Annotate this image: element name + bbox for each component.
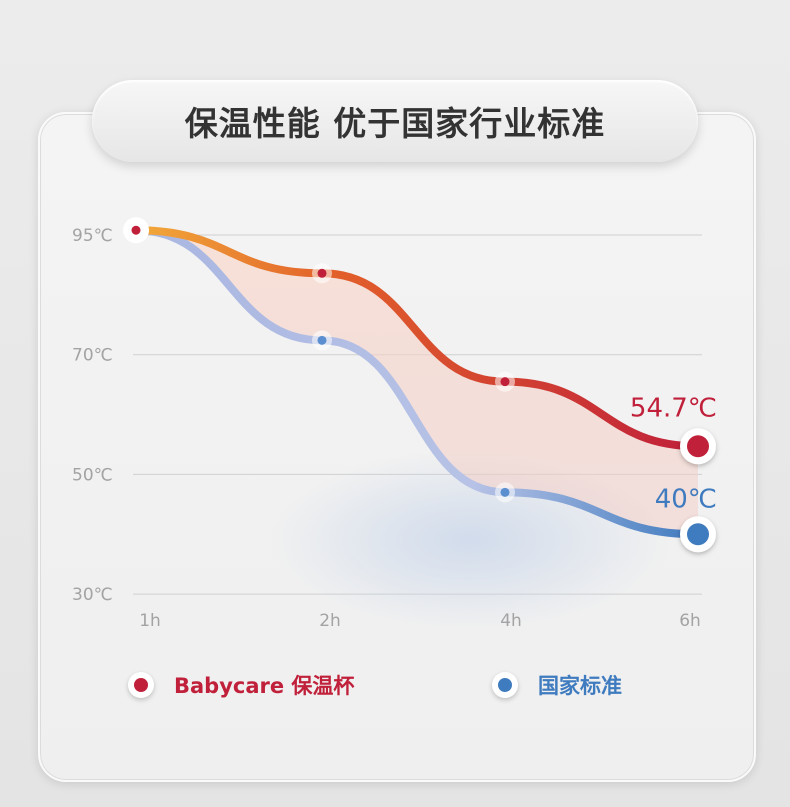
x-tick-label: 4h [500, 611, 522, 631]
legend-label: Babycare 保温杯 [174, 674, 355, 698]
x-tick-label: 2h [319, 611, 341, 631]
data-point [687, 435, 709, 458]
title-banner: 保温性能 优于国家行业标准 [92, 80, 698, 162]
end-value-label: 54.7℃ [630, 393, 717, 423]
y-tick-label: 70℃ [72, 346, 113, 366]
data-point [500, 377, 510, 387]
legend-dot-blue-icon [492, 672, 518, 698]
y-tick-label: 95℃ [72, 226, 113, 246]
data-point [687, 523, 709, 546]
data-point [317, 335, 327, 345]
x-tick-label: 1h [139, 611, 161, 631]
data-point [500, 487, 510, 497]
legend-item-national-standard: 国家标准 [492, 670, 622, 700]
data-point [317, 268, 327, 278]
series-line-0 [132, 226, 702, 451]
y-tick-label: 50℃ [72, 465, 113, 485]
legend-item-babycare: Babycare 保温杯 [128, 670, 354, 700]
data-point [131, 225, 141, 235]
difference-band [136, 230, 698, 535]
x-tick-label: 6h [679, 611, 701, 631]
legend-dot-red-icon [128, 672, 154, 698]
y-tick-label: 30℃ [72, 585, 113, 605]
legend-label: 国家标准 [538, 674, 622, 698]
end-value-label: 40℃ [655, 484, 717, 514]
page-title: 保温性能 优于国家行业标准 [184, 104, 606, 143]
series-line-1 [132, 226, 702, 539]
